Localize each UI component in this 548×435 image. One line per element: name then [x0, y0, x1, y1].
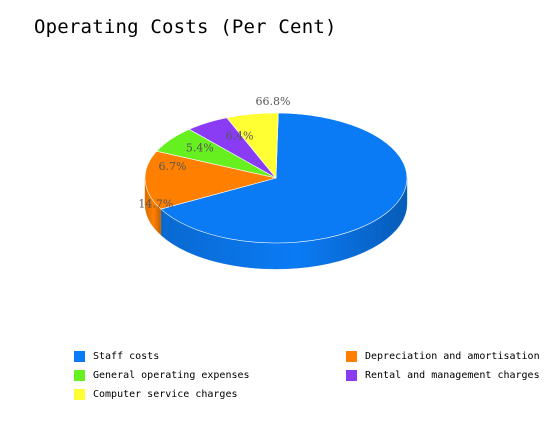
legend-swatch — [74, 351, 85, 362]
pie-slice-1 — [144, 150, 277, 210]
pie-slice-0 — [160, 112, 408, 244]
pie-top — [144, 112, 408, 244]
pie-value-labels: 66.8% 14.7% 6.7%5.4% 6.4% — [138, 95, 290, 210]
legend-label: General operating expenses — [93, 370, 250, 381]
pie-value-label-4: 6.4% — [226, 129, 254, 142]
legend-swatch — [74, 389, 85, 400]
legend-item: General operating expenses — [74, 370, 250, 381]
legend-item: Rental and management charges — [346, 370, 540, 381]
legend-label: Staff costs — [93, 351, 160, 362]
legend-item: Depreciation and amortisation — [346, 351, 540, 362]
legend-label: Computer service charges — [93, 389, 238, 400]
pie-value-label-0: 66.8% — [256, 95, 291, 108]
legend-item: Computer service charges — [74, 389, 238, 400]
pie-value-label-3: 5.4% — [186, 142, 214, 155]
pie-value-label-1: 14.7% — [138, 197, 173, 210]
legend-swatch — [346, 351, 357, 362]
legend-label: Depreciation and amortisation — [365, 351, 540, 362]
legend-swatch — [74, 370, 85, 381]
legend-item: Staff costs — [74, 351, 159, 362]
legend-label: Rental and management charges — [365, 370, 540, 381]
pie-value-label-2: 6.7% — [158, 160, 186, 173]
legend-swatch — [346, 370, 357, 381]
pie-slice-4 — [226, 112, 279, 179]
chart-title: Operating Costs (Per Cent) — [34, 16, 337, 38]
